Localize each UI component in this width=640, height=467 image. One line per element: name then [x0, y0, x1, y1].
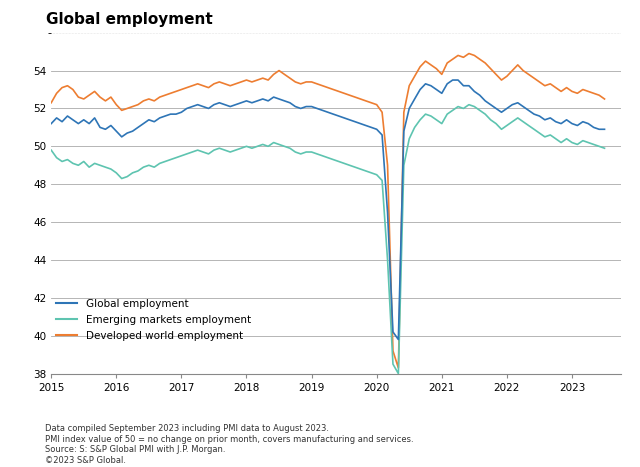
- Text: Data compiled September 2023 including PMI data to August 2023.
PMI index value : Data compiled September 2023 including P…: [45, 425, 413, 465]
- Text: Global employment: Global employment: [45, 12, 212, 28]
- Legend: Global employment, Emerging markets employment, Developed world employment: Global employment, Emerging markets empl…: [56, 298, 251, 341]
